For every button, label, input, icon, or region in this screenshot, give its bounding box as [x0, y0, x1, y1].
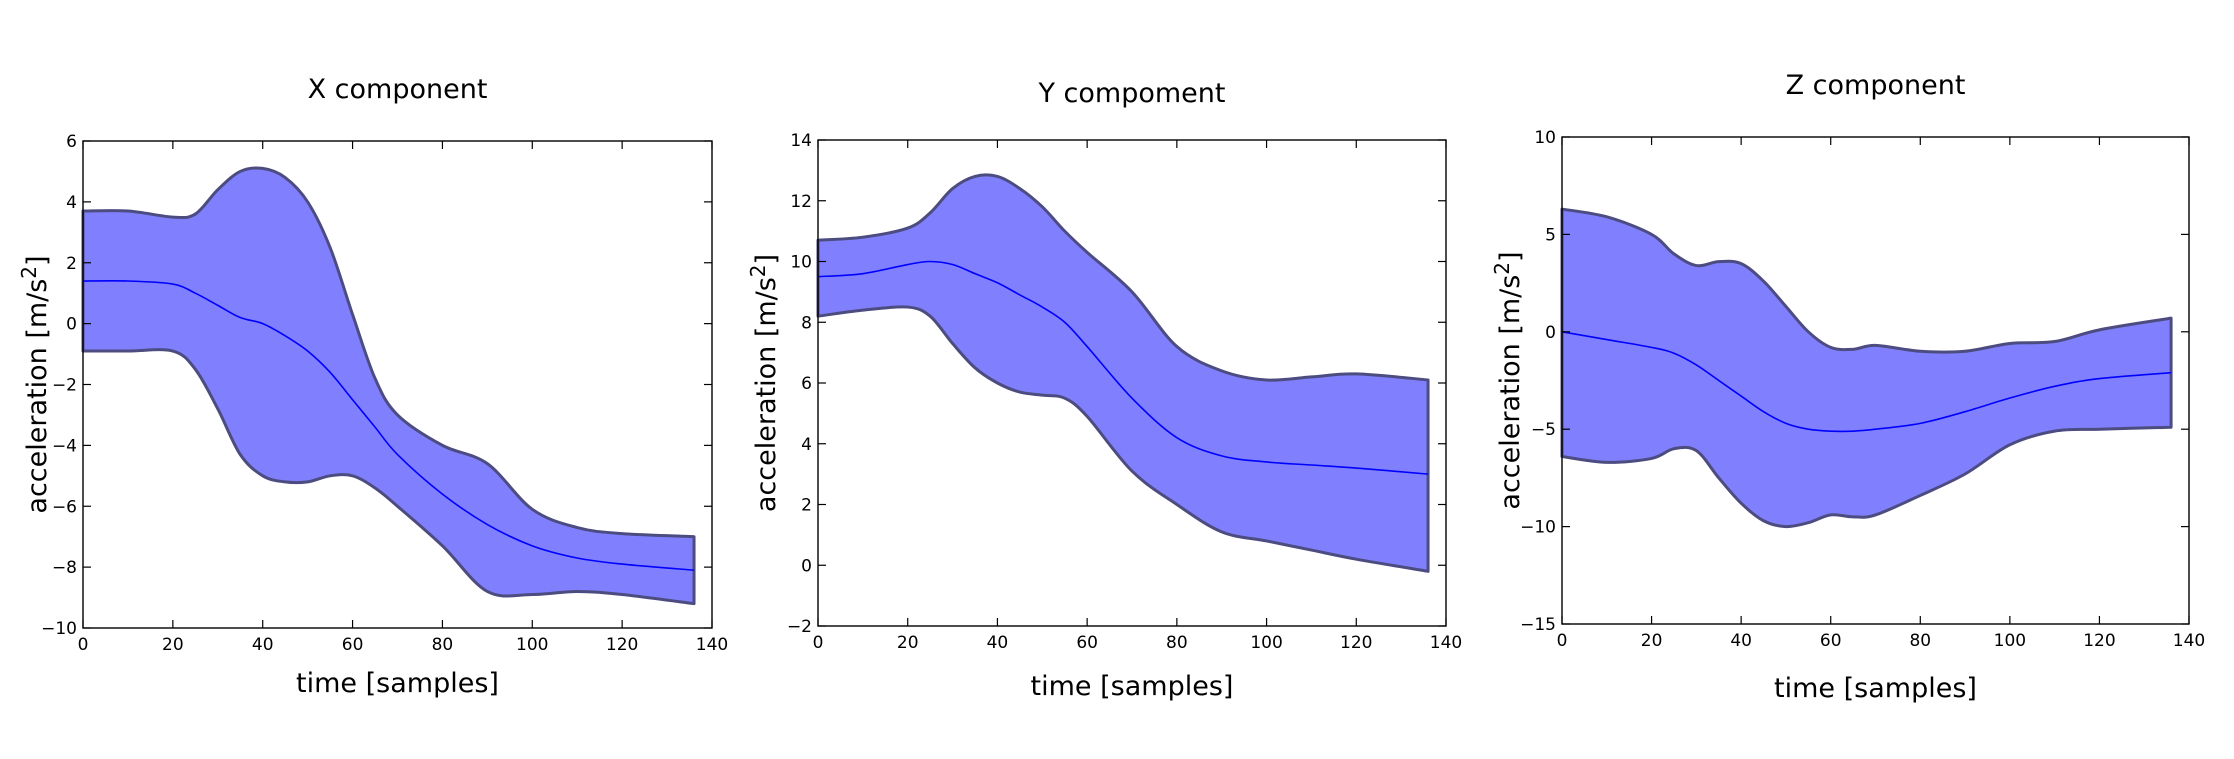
- y-tick-label: 12: [790, 192, 812, 212]
- y-tick-label: 4: [66, 193, 77, 213]
- x-tick-label: 100: [1994, 631, 2026, 651]
- chart-title: X component: [308, 74, 488, 105]
- y-axis-label-end: ]: [22, 255, 53, 266]
- x-tick-label: 20: [1641, 631, 1663, 651]
- y-tick-label: 2: [801, 496, 812, 516]
- y-axis-label-sup: 2: [746, 264, 770, 277]
- y-axis-label-end: ]: [751, 254, 782, 265]
- x-axis-label: time [samples]: [1031, 671, 1234, 702]
- x-tick-label: 80: [1909, 631, 1931, 651]
- plot-frame: [1561, 136, 2190, 625]
- x-tick-label: 120: [606, 635, 638, 655]
- y-axis-label: acceleration [m/s2]: [17, 255, 53, 513]
- chart-title: Y compoment: [1037, 78, 1225, 109]
- x-tick-label: 120: [2083, 631, 2115, 651]
- y-axis-label-text: acceleration [m/s: [22, 279, 53, 514]
- y-tick-label: 8: [801, 313, 812, 333]
- panel-z-component: 0 20 40 60 80 100 120 140 −15 −10 −5 0 5 10 Z componen…: [1490, 70, 2205, 704]
- y-tick-label: −2: [52, 376, 77, 396]
- y-axis-label-sup: 2: [17, 266, 41, 279]
- x-tick-label: 0: [1557, 631, 1568, 651]
- x-tick-label: 60: [342, 635, 364, 655]
- y-tick-label: 6: [801, 374, 812, 394]
- y-tick-label: 10: [1534, 128, 1556, 148]
- mean-line: [817, 260, 1429, 475]
- y-tick-label: 6: [66, 132, 77, 152]
- y-tick-label: 4: [801, 435, 812, 455]
- x-axis-label: time [samples]: [296, 668, 499, 699]
- y-axis-label: acceleration [m/s2]: [1490, 251, 1526, 509]
- y-tick-label: 14: [790, 131, 812, 151]
- x-tick-label: 40: [987, 633, 1009, 653]
- x-tick-label: 40: [1730, 631, 1752, 651]
- mean-line: [82, 279, 695, 571]
- y-tick-label: 2: [66, 254, 77, 274]
- y-tick-label: 10: [790, 253, 812, 273]
- mean-line: [1561, 331, 2172, 433]
- x-tick-label: 80: [432, 635, 454, 655]
- x-tick-label: 100: [1250, 633, 1282, 653]
- y-tick-label: −10: [1520, 518, 1556, 538]
- y-tick-label: −15: [1520, 615, 1556, 635]
- x-tick-label: 60: [1076, 633, 1098, 653]
- y-tick-label: 0: [66, 315, 77, 335]
- std-band: [816, 173, 1430, 573]
- std-band: [81, 166, 696, 606]
- std-band: [1560, 207, 2173, 529]
- y-tick-label: 0: [1545, 323, 1556, 343]
- y-axis-label-sup: 2: [1490, 262, 1514, 275]
- chart-title: Z component: [1786, 70, 1966, 101]
- x-tick-label: 140: [2173, 631, 2205, 651]
- y-tick-label: 5: [1545, 225, 1556, 245]
- y-axis-label-text: acceleration [m/s: [751, 277, 782, 512]
- y-tick-label: −4: [52, 436, 77, 456]
- y-tick-label: −5: [1531, 420, 1556, 440]
- x-tick-label: 100: [516, 635, 548, 655]
- y-axis-label-text: acceleration [m/s: [1495, 275, 1526, 510]
- x-tick-label: 140: [1430, 633, 1462, 653]
- y-tick-label: −6: [52, 497, 77, 517]
- y-tick-label: 0: [801, 556, 812, 576]
- y-axis-label-end: ]: [1495, 251, 1526, 262]
- panel-x-component: 0 20 40 60 80 100 120 140 −10 −8 −6 −4 −2 0 2 4 6 X compo…: [17, 74, 728, 699]
- x-tick-label: 0: [813, 633, 824, 653]
- x-tick-label: 20: [897, 633, 919, 653]
- x-tick-label: 80: [1166, 633, 1188, 653]
- y-tick-label: −2: [787, 617, 812, 637]
- x-tick-label: 20: [162, 635, 184, 655]
- x-axis-label: time [samples]: [1774, 673, 1977, 704]
- x-tick-label: 40: [252, 635, 274, 655]
- x-tick-label: 120: [1340, 633, 1372, 653]
- x-tick-label: 60: [1820, 631, 1842, 651]
- y-tick-label: −8: [52, 558, 77, 578]
- x-tick-label: 140: [696, 635, 728, 655]
- y-tick-label: −10: [41, 619, 77, 639]
- x-tick-label: 0: [78, 635, 89, 655]
- y-axis-label: acceleration [m/s2]: [746, 254, 782, 512]
